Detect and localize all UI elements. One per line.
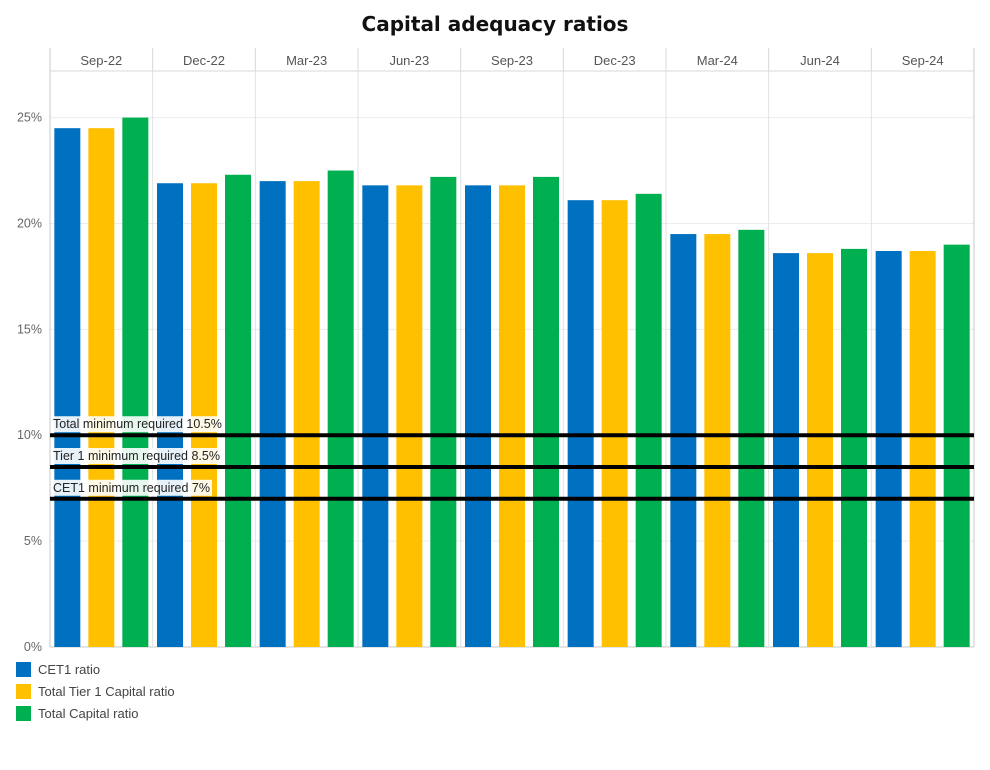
bar: [54, 128, 81, 648]
category-label: Jun-23: [389, 53, 429, 68]
category-label: Dec-22: [183, 53, 225, 68]
bar: [909, 251, 936, 647]
legend-label: CET1 ratio: [38, 661, 101, 677]
legend-label: Total Tier 1 Capital ratio: [38, 683, 175, 699]
category-label: Dec-23: [594, 53, 636, 68]
chart-legend: CET1 ratio Total Tier 1 Capital ratio Tota…: [16, 658, 175, 724]
category-label: Mar-23: [286, 53, 327, 68]
legend-item: Total Capital ratio: [16, 702, 175, 724]
bar: [396, 185, 423, 647]
reference-label-background: [51, 448, 222, 464]
reference-label-background: [51, 416, 224, 433]
legend-swatch: [16, 661, 31, 677]
bar: [943, 244, 970, 647]
chart-title: Capital adequacy ratios: [361, 12, 629, 36]
category-label: Sep-22: [80, 53, 122, 68]
y-tick-label: 15%: [17, 322, 42, 336]
bar: [875, 251, 902, 647]
bar: [88, 128, 115, 648]
bar: [807, 253, 833, 647]
y-tick-label: 20%: [17, 216, 42, 230]
category-label: Sep-24: [902, 53, 944, 68]
bar: [773, 253, 799, 647]
category-label: Sep-23: [491, 53, 533, 68]
legend-item: Total Tier 1 Capital ratio: [16, 680, 175, 702]
bar: [635, 193, 662, 647]
legend-label: Total Capital ratio: [38, 705, 139, 721]
y-tick-label: 5%: [24, 534, 42, 548]
reference-line-label: CET1 minimum required 7%: [53, 481, 210, 495]
bar: [465, 185, 491, 647]
category-label: Jun-24: [800, 53, 840, 68]
y-tick-label: 0%: [24, 640, 42, 654]
reference-line-label: Total minimum required 10.5%: [53, 417, 222, 431]
bar: [430, 176, 457, 647]
bar: [362, 185, 389, 647]
legend-item: CET1 ratio: [16, 658, 175, 680]
y-tick-label: 10%: [17, 428, 42, 442]
category-label: Mar-24: [697, 53, 738, 68]
bar: [157, 183, 183, 647]
bar: [704, 234, 731, 647]
bar: [122, 117, 149, 647]
legend-swatch: [16, 705, 31, 721]
legend-swatch: [16, 683, 31, 699]
y-tick-label: 25%: [17, 111, 42, 125]
bar: [191, 183, 217, 647]
bar: [327, 170, 354, 647]
bar: [670, 234, 697, 647]
bar: [533, 176, 559, 647]
bar: [225, 174, 251, 647]
bar: [738, 229, 765, 647]
bar: [567, 200, 594, 648]
reference-line-label: Tier 1 minimum required 8.5%: [53, 449, 220, 463]
reference-label-background: [51, 479, 212, 496]
bar: [259, 181, 286, 647]
bar: [841, 248, 867, 647]
bar: [293, 181, 320, 647]
bar: [499, 185, 525, 647]
bar: [601, 200, 628, 648]
